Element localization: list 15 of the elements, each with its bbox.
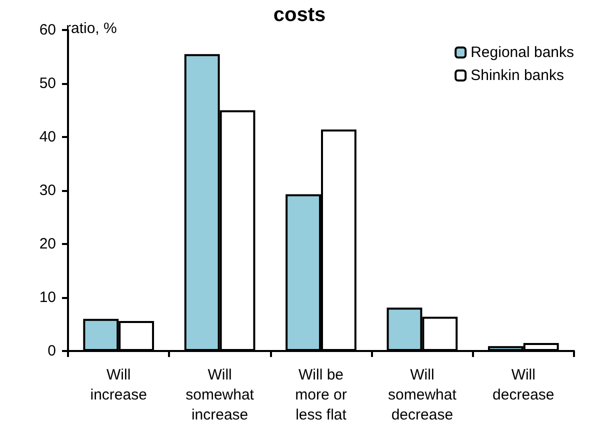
- legend-label: Regional banks: [470, 44, 574, 61]
- x-tick-label: Will somewhat decrease: [388, 366, 458, 424]
- y-tick-label: 20: [39, 236, 56, 252]
- legend-label: Shinkin banks: [470, 67, 564, 84]
- x-tick-label: Will increase: [90, 366, 147, 404]
- x-tick-label: Will be more or less flat: [295, 366, 348, 424]
- x-tick-label: Will somewhat increase: [186, 366, 255, 424]
- y-tick-label: 0: [48, 342, 56, 360]
- y-tick-label: 10: [39, 289, 56, 306]
- y-tick-label: 60: [39, 22, 56, 38]
- x-tick-label: Will decrease: [492, 366, 554, 404]
- y-tick-label: 40: [39, 128, 56, 146]
- y-tick-label: 30: [39, 182, 56, 199]
- chart-title: costs: [273, 4, 326, 26]
- y-tick-label: 50: [39, 75, 56, 92]
